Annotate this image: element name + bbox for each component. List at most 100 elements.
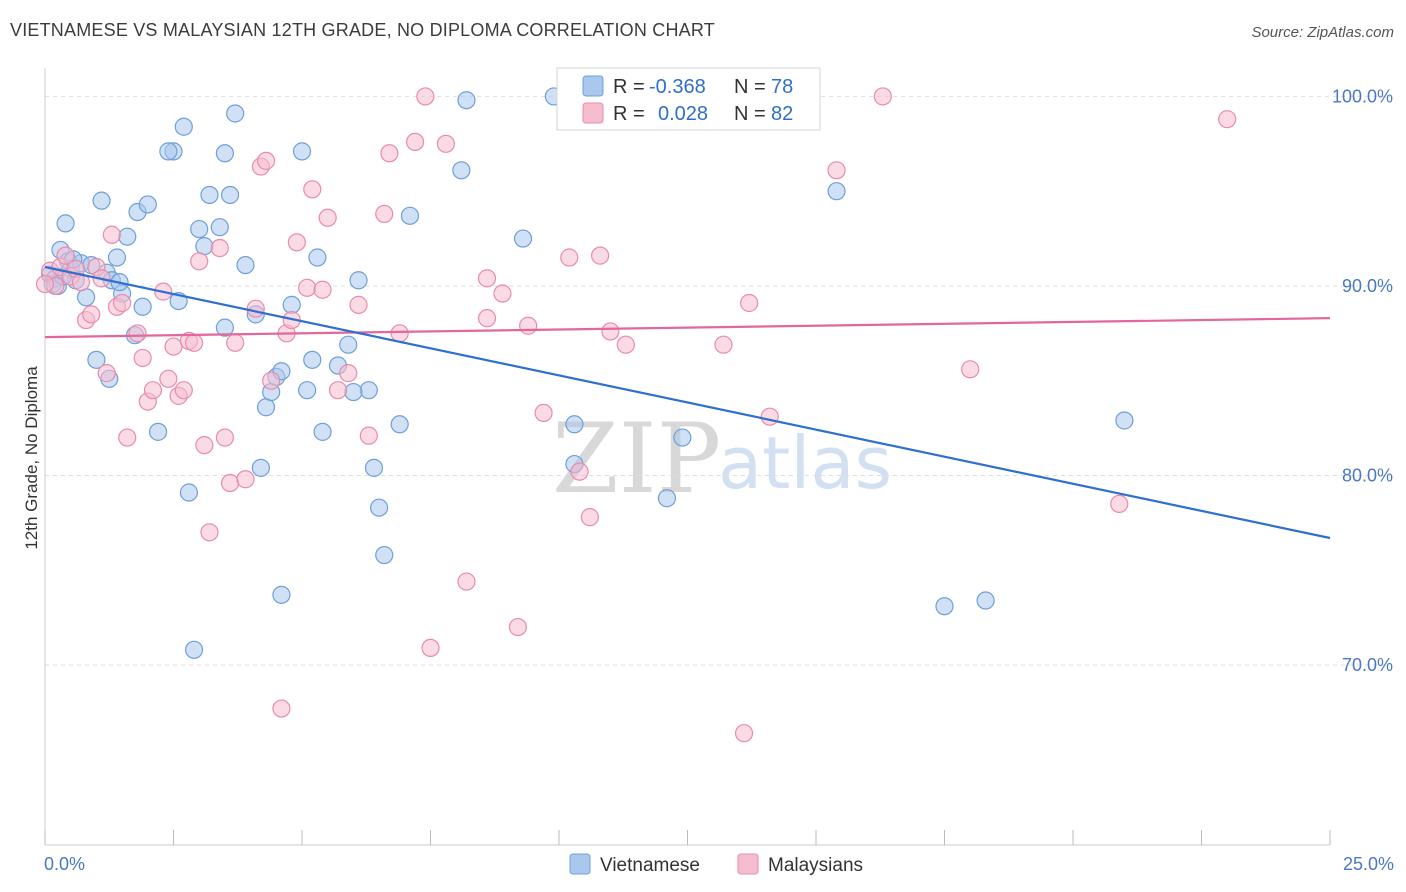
malaysian-point: [519, 316, 538, 335]
vietnamese-point: [184, 640, 204, 659]
malaysian-point: [298, 278, 317, 297]
vietnamese-point: [349, 271, 368, 290]
vietnamese-point: [107, 248, 127, 267]
malaysian-point: [616, 335, 635, 354]
malaysian-point: [873, 87, 892, 106]
malaysian-point: [164, 337, 183, 356]
vietnamese-point: [87, 350, 106, 369]
malaysian-point: [421, 638, 440, 658]
bottom-legend-swatch-malaysian: [737, 853, 759, 875]
bottom-legend-swatch-vietnamese: [569, 853, 591, 875]
vietnamese-point: [292, 142, 312, 161]
malaysian-point: [1110, 494, 1129, 513]
malaysian-point: [118, 428, 137, 447]
malaysian-point: [303, 180, 322, 199]
vietnamese-point: [513, 229, 533, 248]
malaysian-point: [82, 305, 101, 324]
vietnamese-point: [313, 422, 332, 441]
malaysian-point: [390, 324, 409, 343]
vietnamese-point: [272, 585, 291, 604]
malaysian-point: [200, 523, 219, 542]
y-tick-label: 90.0%: [1342, 276, 1393, 296]
vietnamese-point: [195, 237, 214, 256]
malaysian-point: [35, 274, 55, 294]
malaysian-point: [570, 462, 589, 481]
vietnamese-point: [976, 591, 995, 610]
malaysian-point: [56, 246, 75, 265]
vietnamese-point: [308, 248, 327, 267]
vietnamese-point: [565, 415, 584, 434]
malaysian-point: [256, 151, 276, 170]
malaysian-point: [477, 309, 497, 328]
vietnamese-point: [339, 335, 358, 354]
malaysian-point: [734, 724, 754, 743]
y-tick-label: 80.0%: [1342, 465, 1393, 485]
legend-swatch-malaysian: [582, 102, 604, 124]
vietnamese-point: [390, 415, 409, 434]
vietnamese-point: [298, 381, 317, 400]
vietnamese-point: [457, 91, 476, 110]
watermark-atlas: atlas: [718, 421, 892, 505]
malaysian-point: [961, 360, 980, 379]
malaysian-point: [740, 293, 759, 313]
vietnamese-point: [190, 219, 209, 239]
malaysian-point: [714, 335, 733, 354]
vietnamese-point: [657, 489, 677, 508]
bottom-legend-malaysians: Malaysians: [768, 855, 863, 876]
vietnamese-point: [400, 206, 420, 225]
vietnamese-point: [452, 161, 471, 180]
malaysian-point: [287, 233, 306, 252]
malaysian-point: [262, 371, 281, 390]
malaysian-point: [97, 364, 116, 383]
malaysian-point: [560, 248, 579, 267]
vietnamese-point: [226, 104, 245, 123]
malaysian-point: [184, 333, 204, 352]
vietnamese-point: [133, 297, 152, 316]
malaysian-point: [580, 508, 599, 527]
vietnamese-point: [935, 597, 954, 616]
malaysian-point: [226, 333, 245, 352]
legend-swatch-vietnamese: [582, 75, 604, 97]
x-tick-label-end: 25.0%: [1343, 854, 1394, 874]
vietnamese-point: [138, 195, 157, 214]
vietnamese-point: [210, 218, 229, 237]
bottom-legend: Vietnamese Malaysians: [569, 853, 863, 876]
vietnamese-point: [200, 185, 219, 205]
malaysian-point: [416, 87, 435, 106]
y-axis-title: 12th Grade, No Diploma: [22, 366, 41, 550]
vietnamese-point: [303, 350, 322, 369]
vietnamese-point: [118, 227, 137, 246]
trend-lines: [44, 265, 1331, 540]
vietnamese-point: [1115, 411, 1134, 430]
legend-r-label-1: R =: [613, 76, 645, 98]
vietnamese-point: [56, 214, 75, 233]
vietnamese-point: [174, 117, 193, 136]
malaysian-point: [534, 403, 553, 423]
vietnamese-point: [179, 483, 199, 502]
malaysian-point: [102, 225, 121, 244]
malaysian-point: [359, 426, 378, 445]
x-ticks: [44, 830, 1331, 845]
malaysian-point: [1218, 110, 1237, 129]
watermark: ZIP atlas: [552, 403, 892, 515]
grid-lines: [45, 95, 1390, 666]
vietnamese-point: [282, 295, 301, 314]
legend-r-label-2: R =: [613, 103, 645, 125]
malaysian-point: [220, 473, 240, 493]
chart-title: VIETNAMESE VS MALAYSIAN 12TH GRADE, NO D…: [10, 20, 715, 40]
legend-n-value-1: 78: [771, 76, 793, 98]
legend-r-value-2: 0.028: [658, 103, 708, 125]
malaysian-point: [195, 436, 214, 455]
vietnamese-point: [220, 185, 240, 205]
malaysian-point: [246, 299, 265, 318]
legend-box: R = -0.368 N = 78 R = 0.028 N = 82: [556, 67, 821, 131]
malaysian-point: [128, 324, 147, 343]
malaysian-point: [827, 161, 846, 180]
legend-n-value-2: 82: [771, 103, 793, 125]
malaysian-point: [190, 252, 209, 271]
vietnamese-point: [344, 382, 363, 402]
malaysian-point: [760, 407, 779, 426]
malaysian-point: [493, 284, 512, 303]
vietnamese-point: [148, 422, 168, 441]
